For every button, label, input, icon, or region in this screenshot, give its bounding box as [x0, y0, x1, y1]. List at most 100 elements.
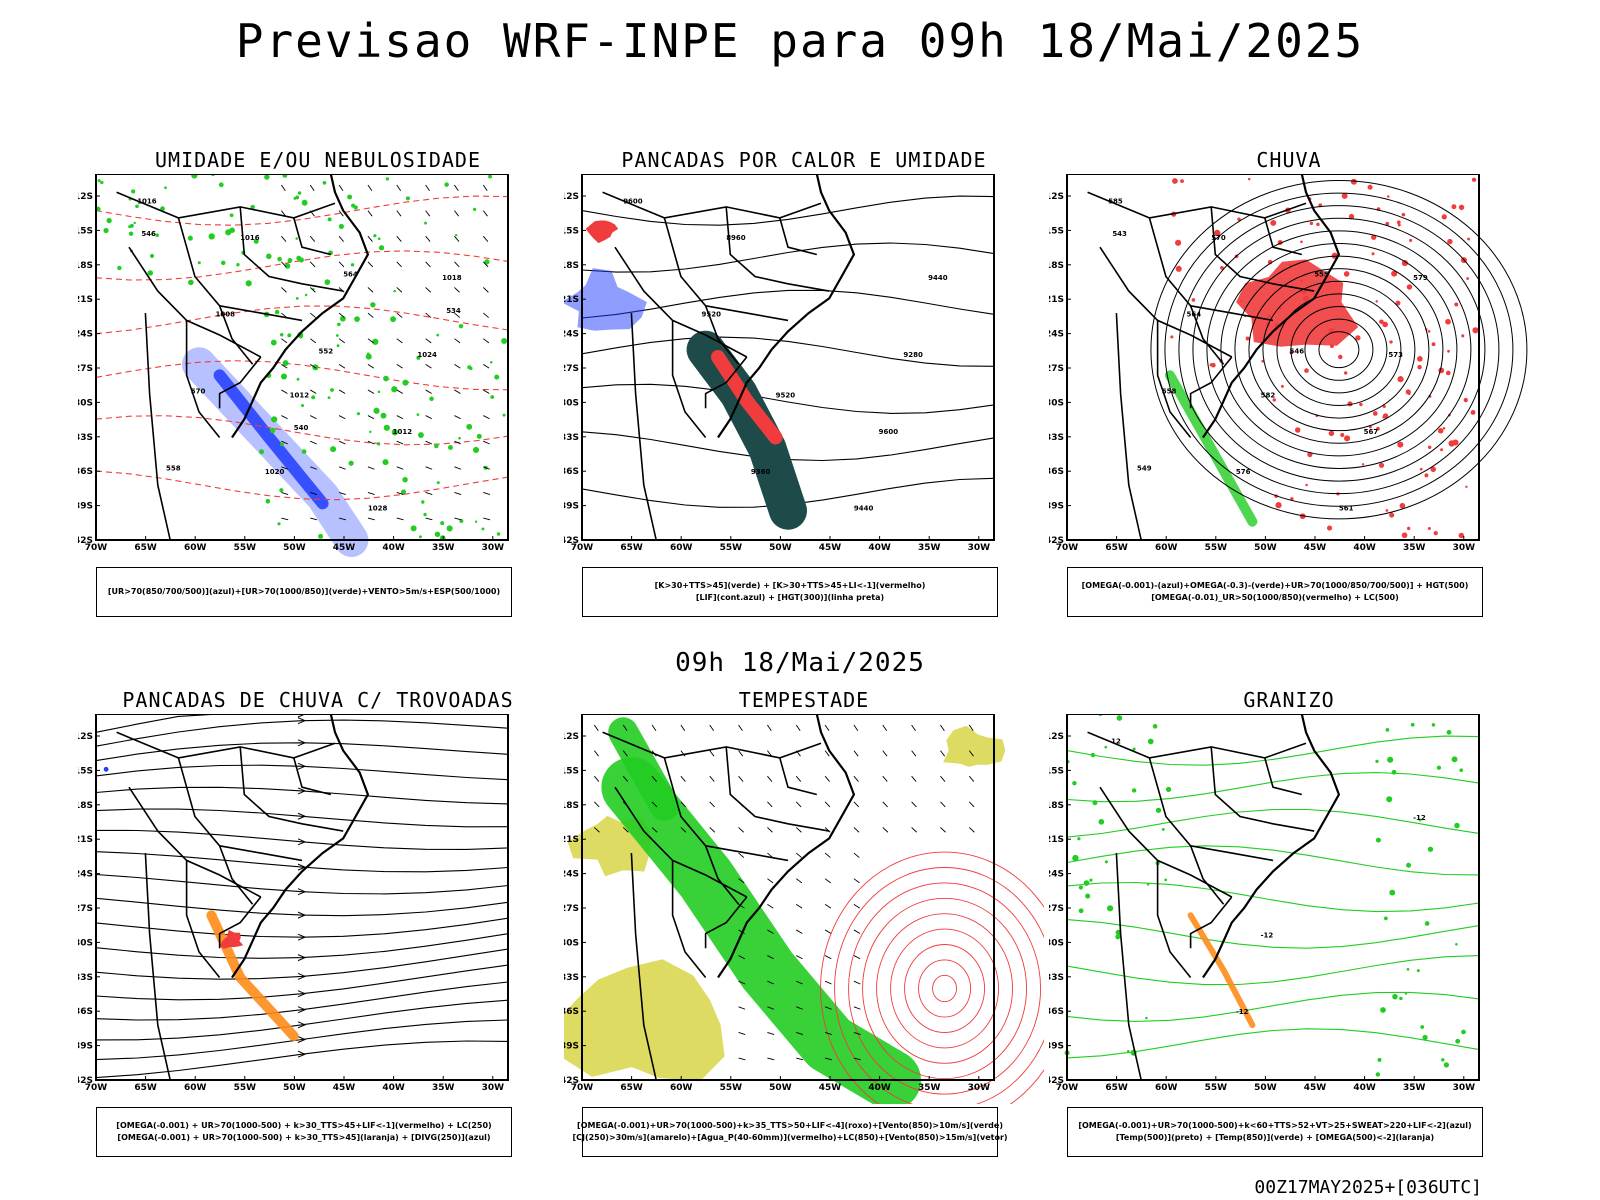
lon-tick-label: 55W — [234, 1083, 257, 1093]
flow-arrow — [297, 787, 307, 795]
hgt300-contour — [581, 195, 995, 226]
wind-vector — [310, 491, 318, 495]
low-level-humidity — [311, 395, 316, 400]
low-level-humidity — [416, 413, 420, 416]
rain-area — [1406, 526, 1411, 531]
wind-vector — [796, 1031, 804, 1035]
wind-vector — [824, 775, 830, 782]
wind-vector — [396, 312, 403, 318]
rain-area — [1280, 384, 1284, 388]
lon-tick-label: 45W — [1304, 1083, 1327, 1093]
rain-area — [1437, 428, 1444, 434]
rain-area — [1454, 302, 1459, 307]
flow-arrow — [297, 812, 307, 820]
low-level-humidity — [391, 386, 398, 393]
political-border — [663, 757, 740, 905]
temp850-contour — [1078, 885, 1083, 890]
rain-area — [1237, 217, 1241, 222]
wind-vector — [281, 210, 286, 217]
rain-area — [1385, 509, 1389, 512]
lat-tick-label: 21S — [1049, 295, 1064, 305]
lat-tick-label: 39S — [1049, 502, 1064, 512]
temp850-contour — [1155, 807, 1162, 813]
low-level-humidity — [385, 177, 390, 181]
rain-area — [1427, 527, 1431, 531]
temp850-contour — [1391, 769, 1397, 775]
temp850-contour — [1427, 846, 1434, 852]
temp850-contour — [1078, 908, 1084, 914]
lat-tick-label: 39S — [78, 502, 93, 512]
low-level-humidity — [103, 227, 109, 234]
rain-area — [1465, 485, 1468, 488]
rain-area — [1441, 214, 1447, 220]
legend-line-1: [OMEGA(-0.001) + UR>70(1000-500) + k>30_… — [116, 1121, 492, 1130]
contour-label: 552 — [318, 347, 333, 355]
contour-label: 585 — [1108, 197, 1123, 205]
flow-arrow — [297, 911, 307, 919]
wind-vector — [396, 491, 404, 495]
lon-tick-label: 40W — [1353, 543, 1376, 553]
contour-label: 582 — [1261, 391, 1276, 399]
rain-area — [1427, 445, 1432, 450]
rain-area — [1399, 502, 1406, 509]
streamline-250 — [95, 897, 509, 917]
legend-line-1: [UR>70(850/700/500)](azul)+[UR>70(1000/8… — [107, 587, 501, 596]
political-border — [1190, 845, 1274, 862]
wind-vector — [338, 466, 346, 470]
wind-vector — [482, 184, 488, 192]
low-level-humidity — [416, 355, 421, 360]
political-border — [1189, 896, 1233, 949]
temp850-contour — [1145, 1016, 1148, 1020]
wind-vector — [396, 466, 404, 470]
wind-vector — [709, 724, 715, 732]
lon-tick-label: 30W — [968, 543, 991, 553]
low-level-humidity — [188, 279, 194, 286]
panel-trovoadas: PANCADAS DE CHUVA C/ TROVOADAS 12S 15S 18S… — [78, 688, 558, 1168]
hgt500-contour — [1220, 242, 1458, 457]
wind-vector — [796, 980, 803, 985]
temp850-contour — [1131, 788, 1137, 793]
low-level-humidity — [391, 429, 399, 436]
wind-vector — [454, 440, 462, 445]
wind-vector — [709, 750, 715, 757]
rain-area — [1427, 330, 1431, 333]
low-level-humidity — [330, 446, 337, 453]
low-level-humidity — [253, 238, 259, 244]
rain-area — [1371, 252, 1375, 256]
lon-tick-label: 60W — [184, 1083, 207, 1093]
temp850-contour — [1454, 822, 1460, 829]
rain-area — [1391, 270, 1398, 277]
temp850-contour — [1455, 1038, 1461, 1044]
rain-area — [1299, 513, 1306, 520]
streamline-850 — [904, 944, 986, 1033]
low-level-humidity — [401, 489, 407, 495]
wind-vector — [425, 261, 431, 268]
panel-pancadas-calor: PANCADAS POR CALOR E UMIDADE 9600 9520 944… — [564, 148, 1044, 628]
contour-label: 9360 — [751, 468, 771, 476]
streamline-850 — [834, 867, 1044, 1104]
lon-tick-label: 65W — [620, 543, 643, 553]
wind-vector — [425, 210, 431, 217]
low-level-humidity — [466, 423, 473, 430]
panel-title: GRANIZO — [1243, 688, 1335, 712]
lat-tick-label: 42S — [1049, 536, 1064, 546]
rain-area — [1424, 473, 1429, 478]
lat-tick-label: 42S — [78, 536, 93, 546]
wind-vector — [367, 235, 373, 242]
low-level-humidity — [208, 233, 215, 240]
low-level-humidity — [271, 416, 278, 423]
political-border — [630, 313, 657, 541]
political-border — [1156, 320, 1192, 439]
rain-area — [1409, 238, 1413, 242]
wind-vector — [483, 389, 490, 394]
low-level-humidity — [383, 375, 389, 382]
legend-box: [OMEGA(-0.001) + UR>70(1000-500) + k>30_… — [96, 1107, 512, 1157]
rain-area — [1309, 221, 1314, 226]
map-frame — [581, 714, 995, 1081]
wind-vector — [338, 517, 346, 521]
wind-vector — [738, 878, 745, 884]
low-level-humidity — [418, 535, 422, 539]
wind-vector — [622, 827, 629, 833]
convective-unstable-area — [711, 350, 783, 445]
temp850-contour — [1126, 1050, 1130, 1053]
